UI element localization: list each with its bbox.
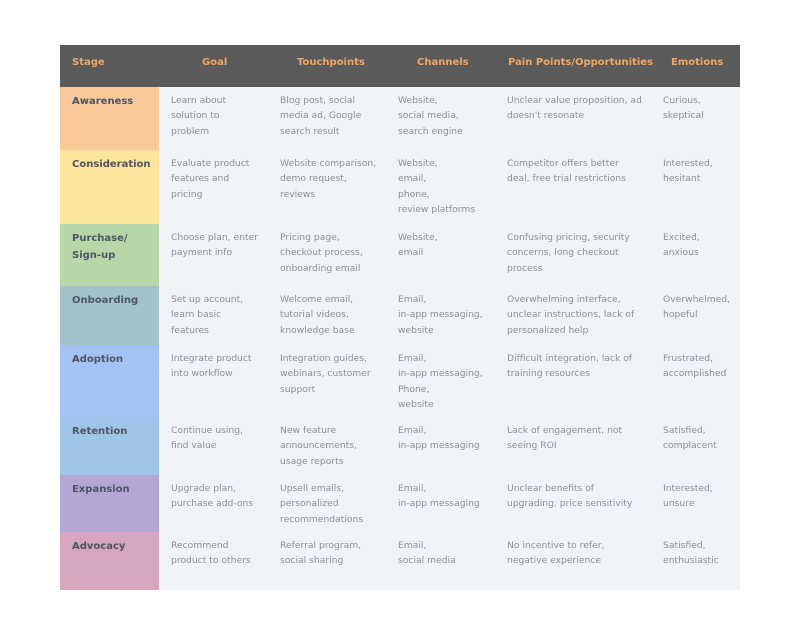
touchpoints-cell: Integration guides, webinars, customer s… <box>280 353 371 395</box>
stage-label: Consideration <box>72 159 151 170</box>
goal-cell: Choose plan, enter payment info <box>171 232 259 259</box>
header-pain-points: Pain Points/Opportunities <box>508 57 653 68</box>
emotions-cell: Satisfied, complacent <box>663 425 717 452</box>
header-channels: Channels <box>417 57 469 68</box>
channels-cell: Email, in-app messaging, Phone, website <box>398 353 483 411</box>
channels-cell: Website, email, phone, review platforms <box>398 158 476 216</box>
channels-cell: Email, social media <box>398 540 456 567</box>
channels-cell: Email, in-app messaging, website <box>398 294 483 336</box>
customer-journey-table: Stage Goal Touchpoints Channels Pain Poi… <box>60 45 740 590</box>
goal-cell: Evaluate product features and pricing <box>171 158 250 200</box>
pain-points-cell: Difficult integration, lack of training … <box>507 353 633 380</box>
emotions-cell: Interested, unsure <box>663 483 713 510</box>
emotions-cell: Interested, hesitant <box>663 158 713 185</box>
channels-cell: Website, email <box>398 232 438 259</box>
stage-band: Expansion <box>60 475 159 532</box>
goal-cell: Learn about solution to problem <box>171 95 227 137</box>
emotions-cell: Satisfied, enthusiastic <box>663 540 719 567</box>
pain-points-cell: Lack of engagement, not seeing ROI <box>507 425 623 452</box>
emotions-cell: Overwhelmed, hopeful <box>663 294 730 321</box>
goal-cell: Recommend product to others <box>171 540 251 567</box>
touchpoints-cell: New feature announcements, usage reports <box>280 425 357 467</box>
stage-label: Adoption <box>72 354 124 365</box>
stage-label: Onboarding <box>72 295 139 306</box>
header-touchpoints: Touchpoints <box>297 57 365 68</box>
header-stage: Stage <box>72 57 105 68</box>
pain-points-cell: Overwhelming interface, unclear instruct… <box>507 294 635 336</box>
pain-points-cell: Confusing pricing, security concerns, lo… <box>507 232 630 274</box>
goal-cell: Continue using, find value <box>171 425 243 452</box>
stage-band: Retention <box>60 417 159 475</box>
stage-band: Onboarding <box>60 286 159 345</box>
pain-points-cell: No incentive to refer, negative experien… <box>507 540 605 567</box>
touchpoints-cell: Website comparison, demo request, review… <box>280 158 377 200</box>
stage-band: Awareness <box>60 87 159 150</box>
stage-band: Adoption <box>60 345 159 417</box>
goal-cell: Integrate product into workflow <box>171 353 252 380</box>
pain-points-cell: Unclear benefits of upgrading, price sen… <box>507 483 633 510</box>
stage-label: Purchase/ Sign-up <box>72 233 128 261</box>
stage-label: Retention <box>72 426 128 437</box>
table-header-row: Stage Goal Touchpoints Channels Pain Poi… <box>60 45 740 87</box>
header-goal: Goal <box>202 57 228 68</box>
stage-label: Awareness <box>72 96 134 107</box>
stage-label: Expansion <box>72 484 130 495</box>
emotions-cell: Excited, anxious <box>663 232 700 259</box>
pain-points-cell: Competitor offers better deal, free tria… <box>507 158 626 185</box>
touchpoints-cell: Upsell emails, personalized recommendati… <box>280 483 364 525</box>
channels-cell: Email, in-app messaging <box>398 483 480 510</box>
header-emotions: Emotions <box>671 57 724 68</box>
touchpoints-cell: Blog post, social media ad, Google searc… <box>280 95 362 137</box>
stage-band: Purchase/ Sign-up <box>60 224 159 286</box>
stage-band: Consideration <box>60 150 159 224</box>
emotions-cell: Curious, skeptical <box>663 95 704 122</box>
goal-cell: Set up account, learn basic features <box>171 294 244 336</box>
touchpoints-cell: Referral program, social sharing <box>280 540 362 567</box>
emotions-cell: Frustrated, accomplished <box>663 353 727 380</box>
stage-label: Advocacy <box>72 541 126 552</box>
stage-band: Advocacy <box>60 532 159 590</box>
channels-cell: Website, social media, search engine <box>398 95 463 137</box>
goal-cell: Upgrade plan, purchase add-ons <box>171 483 254 510</box>
touchpoints-cell: Welcome email, tutorial videos, knowledg… <box>280 294 355 336</box>
touchpoints-cell: Pricing page, checkout process, onboardi… <box>280 232 363 274</box>
channels-cell: Email, in-app messaging <box>398 425 480 452</box>
pain-points-cell: Unclear value proposition, ad doesn't re… <box>507 95 642 122</box>
